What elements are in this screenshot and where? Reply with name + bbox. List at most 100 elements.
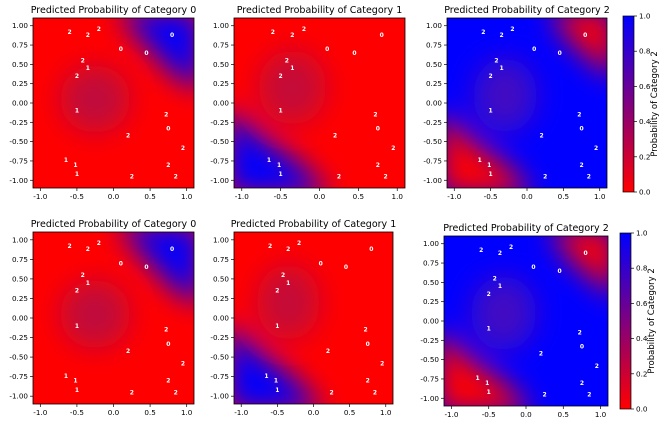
y-tick-label: -1.00 bbox=[420, 394, 439, 403]
data-point-label: 2 bbox=[86, 246, 90, 253]
data-point-label: 1 bbox=[64, 373, 68, 380]
x-tick-label: 1.0 bbox=[595, 410, 607, 419]
colorbar-label: Probability of Category 2 bbox=[650, 51, 660, 156]
data-point-label: 2 bbox=[97, 26, 101, 33]
data-point-label: 2 bbox=[481, 29, 485, 36]
data-point-label: 0 bbox=[166, 341, 170, 348]
data-point-label: 1 bbox=[64, 157, 68, 164]
data-point-label: 1 bbox=[75, 171, 79, 178]
colorbar-gradient bbox=[619, 232, 632, 410]
x-tick-label: -1.0 bbox=[33, 408, 47, 417]
y-tick-label: 0.50 bbox=[12, 60, 28, 69]
data-point-label: 2 bbox=[297, 240, 301, 247]
data-point-label: 2 bbox=[510, 26, 514, 33]
y-tick-label: -1.00 bbox=[9, 392, 28, 401]
data-point-label: 2 bbox=[578, 330, 582, 337]
y-tick-label: -0.25 bbox=[423, 118, 442, 127]
data-point-label: 2 bbox=[543, 391, 547, 398]
data-point-label: 0 bbox=[325, 46, 329, 53]
data-point-label: 0 bbox=[369, 246, 373, 253]
y-tick-label: -0.50 bbox=[9, 353, 28, 362]
y-tick-label: 0.75 bbox=[213, 41, 229, 50]
y-tick-label: 0.50 bbox=[12, 274, 28, 283]
y-tick-label: 0.75 bbox=[12, 41, 28, 50]
x-tick-label: -1.0 bbox=[33, 192, 47, 201]
data-point-label: 0 bbox=[531, 264, 535, 271]
data-point-label: 2 bbox=[373, 389, 377, 396]
y-tick-label: -0.25 bbox=[9, 333, 28, 342]
data-point-label: 2 bbox=[75, 288, 79, 295]
x-tick-label: -0.5 bbox=[482, 410, 496, 419]
colorbar-tick-label: 0.8 bbox=[639, 47, 651, 56]
x-tick-label: 1.0 bbox=[181, 408, 193, 417]
data-point-label: 2 bbox=[543, 173, 547, 180]
data-point-label: 0 bbox=[557, 268, 561, 275]
data-point-label: 2 bbox=[373, 112, 377, 119]
x-tick-label: -1.0 bbox=[444, 410, 458, 419]
y-tick-label: -0.25 bbox=[210, 118, 229, 127]
data-point-label: 2 bbox=[67, 243, 71, 250]
colorbar-gradient bbox=[622, 15, 635, 193]
y-tick-label: -0.75 bbox=[9, 156, 28, 165]
y-tick-label: 0.00 bbox=[213, 99, 229, 108]
data-point-label: 0 bbox=[344, 264, 348, 271]
data-point-label: 0 bbox=[376, 126, 380, 133]
data-point-label: 0 bbox=[380, 32, 384, 39]
data-point-label: 2 bbox=[498, 250, 502, 257]
y-tick-label: -0.50 bbox=[420, 355, 439, 364]
y-tick-label: -0.75 bbox=[420, 374, 439, 383]
data-point-label: 2 bbox=[494, 58, 498, 65]
data-point-label: 0 bbox=[579, 126, 583, 133]
y-tick-label: -0.50 bbox=[210, 137, 229, 146]
data-point-label: 2 bbox=[595, 363, 599, 370]
y-tick-label: 0.25 bbox=[213, 79, 229, 88]
data-point-label: 0 bbox=[119, 260, 123, 267]
data-point-label: 2 bbox=[391, 145, 395, 152]
y-tick-label: 0.50 bbox=[213, 60, 229, 69]
data-point-label: 2 bbox=[166, 162, 170, 169]
data-point-label: 2 bbox=[539, 350, 543, 357]
data-point-label: 2 bbox=[81, 272, 85, 279]
y-tick-label: -0.25 bbox=[9, 118, 28, 127]
x-tick-label: -1.0 bbox=[235, 192, 249, 201]
data-point-label: 2 bbox=[281, 272, 285, 279]
data-point-label: 1 bbox=[277, 162, 281, 169]
data-point-label: 1 bbox=[279, 108, 283, 115]
data-point-label: 1 bbox=[75, 108, 79, 115]
chart-title: Predicted Probability of Category 1 bbox=[231, 219, 397, 230]
data-point-label: 2 bbox=[174, 389, 178, 396]
data-point-label: 1 bbox=[274, 378, 278, 385]
y-tick-label: 1.00 bbox=[213, 235, 229, 244]
y-tick-label: -0.25 bbox=[420, 336, 439, 345]
y-tick-label: -0.75 bbox=[9, 372, 28, 381]
chart-title: Predicted Probability of Category 2 bbox=[443, 223, 609, 234]
data-point-label: 1 bbox=[499, 65, 503, 72]
data-point-label: 0 bbox=[580, 344, 584, 351]
y-tick-label: 1.00 bbox=[423, 239, 439, 248]
y-tick-label: -0.50 bbox=[210, 353, 229, 362]
data-point-label: 1 bbox=[86, 65, 90, 72]
x-tick-label: 0.0 bbox=[308, 408, 320, 417]
data-point-label: 1 bbox=[489, 108, 493, 115]
data-point-label: 2 bbox=[279, 73, 283, 80]
y-tick-label: 0.50 bbox=[423, 278, 439, 287]
colorbar-tick-label: 0.4 bbox=[636, 334, 648, 343]
colorbar: 1.0 0.8 0.6 0.4 0.2 0.0 Probability of Categor… bbox=[622, 12, 660, 197]
probability-surface bbox=[447, 18, 607, 188]
data-point-label: 2 bbox=[81, 58, 85, 65]
data-point-label: 0 bbox=[170, 246, 174, 253]
y-tick-label: -0.75 bbox=[210, 156, 229, 165]
x-tick-label: 1.0 bbox=[594, 192, 606, 201]
data-point-label: 2 bbox=[479, 247, 483, 254]
data-point-label: 1 bbox=[475, 375, 479, 382]
data-point-label: 1 bbox=[487, 326, 491, 333]
probability-surface bbox=[444, 236, 608, 406]
y-tick-label: -1.00 bbox=[210, 392, 229, 401]
x-tick-label: 0.5 bbox=[344, 408, 355, 417]
data-point-label: 1 bbox=[264, 373, 268, 380]
